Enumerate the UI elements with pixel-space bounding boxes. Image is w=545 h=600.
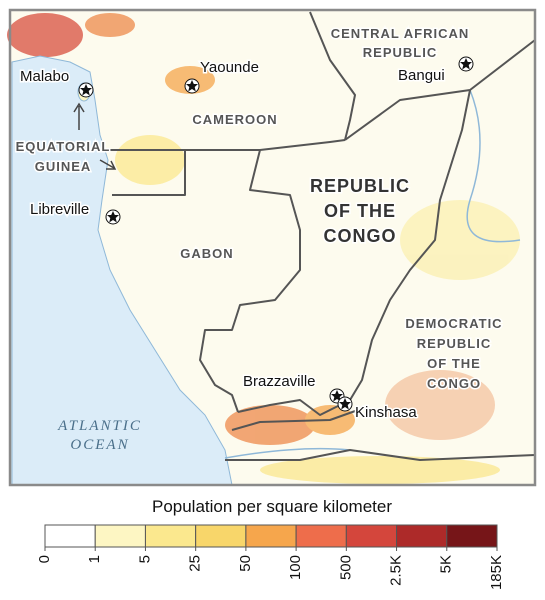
city-label: Yaounde — [200, 59, 259, 76]
legend-swatch — [345, 524, 398, 548]
ocean-label: ATLANTIC — [57, 418, 142, 434]
legend-swatch — [44, 524, 96, 548]
country-label: REPUBLIC — [417, 336, 491, 351]
country-label: CAMEROON — [192, 112, 277, 127]
legend-swatch — [195, 524, 247, 548]
legend-swatch — [144, 524, 197, 548]
legend-tick-label: 50 — [237, 555, 254, 572]
country-label: GABON — [180, 246, 233, 261]
country-label: CENTRAL AFRICAN — [331, 26, 470, 41]
country-label: EQUATORIAL — [16, 139, 111, 154]
city-label: Bangui — [398, 67, 445, 84]
arrows — [73, 102, 117, 170]
legend-tick-label: 0 — [36, 555, 53, 563]
legend: Population per square kilometer 0 1 5 25 50 1… — [36, 497, 505, 590]
country-label: OF THE — [427, 356, 481, 371]
country-label: DEMOCRATIC — [405, 316, 502, 331]
legend-swatch — [245, 524, 297, 548]
map-frame — [8, 8, 537, 487]
city-markers — [78, 56, 474, 412]
legend-swatch — [446, 524, 498, 548]
country-label: OF THE — [324, 201, 396, 221]
legend-title: Population per square kilometer — [152, 497, 392, 516]
legend-tick-label: 100 — [287, 555, 304, 580]
population-density — [7, 13, 520, 484]
legend-swatch — [94, 524, 146, 548]
legend-swatch — [295, 524, 347, 548]
legend-tick-label: 5K — [438, 555, 455, 573]
borders — [108, 11, 536, 461]
river — [466, 89, 521, 243]
legend-tick-label: 25 — [187, 555, 204, 572]
legend-tick-label: 2.5K — [388, 555, 405, 586]
legend-tick-label: 185K — [488, 555, 505, 590]
river — [224, 447, 351, 459]
country-label: GUINEA — [35, 159, 92, 174]
map: Malabo Yaounde Bangui Libreville Brazzav… — [7, 8, 537, 487]
country-label: CONGO — [323, 226, 396, 246]
legend-tick-label: 1 — [86, 555, 103, 563]
ocean-label: OCEAN — [70, 437, 129, 453]
city-label: Brazzaville — [243, 373, 316, 390]
city-label: Malabo — [20, 68, 69, 85]
city-label: Libreville — [30, 201, 89, 218]
legend-tick-label: 500 — [337, 555, 354, 580]
legend-swatch — [396, 524, 448, 548]
country-label: CONGO — [427, 376, 481, 391]
legend-tick-label: 5 — [136, 555, 153, 563]
country-label: REPUBLIC — [363, 45, 437, 60]
city-label: Kinshasa — [355, 404, 417, 421]
country-label: REPUBLIC — [310, 176, 410, 196]
ocean — [11, 55, 233, 486]
